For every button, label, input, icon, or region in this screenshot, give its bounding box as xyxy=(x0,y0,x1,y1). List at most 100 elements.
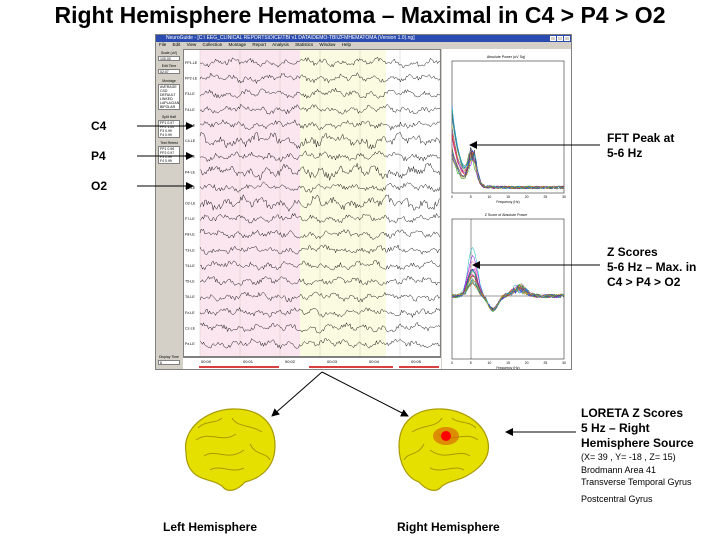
channel-name: FP1-LE xyxy=(185,61,198,65)
menu-analysis[interactable]: Analysis xyxy=(272,42,289,47)
arrow-to-right-brain xyxy=(321,371,409,417)
eeg-trace xyxy=(199,212,440,224)
menu-collection[interactable]: Collection xyxy=(202,42,223,47)
split-half-item: F4 0.99 xyxy=(160,133,172,137)
close-button[interactable] xyxy=(564,36,570,41)
channel-name: Cz-LE xyxy=(185,326,196,330)
eeg-trace xyxy=(199,275,440,286)
channel-label-o2: O2 xyxy=(91,179,108,193)
channel-name: T3-LE xyxy=(185,248,195,252)
time-tick: 00:03 xyxy=(327,359,338,364)
split-half-label: Split Half xyxy=(161,115,176,119)
eeg-trace-panel[interactable]: FP1-LE FP2-LE F3-LE F4-LE C3-LE C4-LE P3-LE P4-… xyxy=(183,49,441,357)
eeg-trace xyxy=(199,228,440,240)
eeg-trace xyxy=(199,181,440,193)
loreta-title-line: Hemisphere Source xyxy=(581,436,694,450)
left-hemisphere-caption: Left Hemisphere xyxy=(163,520,258,534)
freq-tick: 25 xyxy=(543,361,547,365)
menu-statistics[interactable]: Statistics xyxy=(295,42,314,47)
menu-montage[interactable]: Montage xyxy=(228,42,247,47)
minimize-button[interactable] xyxy=(550,36,556,41)
channel-name: C4-LE xyxy=(185,139,196,143)
menu-file[interactable]: File xyxy=(159,42,167,47)
channel-name: Fz-LE xyxy=(185,311,195,315)
montage-item[interactable]: AVERAGE xyxy=(160,85,177,89)
freq-tick: 15 xyxy=(506,195,510,199)
fft-line: FFT Peak at xyxy=(607,131,675,145)
freq-tick: 25 xyxy=(543,195,547,199)
split-half-item: FP2 1.00 xyxy=(160,125,175,129)
channel-label-c4: C4 xyxy=(91,119,107,133)
channel-name: F4-LE xyxy=(185,108,195,112)
split-half-list[interactable]: FP1 0.97 FP2 1.00 F3 0.99 F4 0.99 xyxy=(158,120,180,138)
test-retest-list[interactable]: FP1 0.96 FP2 0.97 F3 0.99 F4 0.99 xyxy=(158,146,180,164)
loreta-detail: (X= 39 , Y= -18 , Z= 15) xyxy=(581,452,676,462)
eeg-trace xyxy=(199,131,440,150)
test-retest-item: FP1 0.96 xyxy=(160,147,175,151)
maximize-button[interactable] xyxy=(557,36,563,41)
menu-window[interactable]: Window xyxy=(319,42,336,47)
channel-name: F8-LE xyxy=(185,233,195,237)
display-time-input[interactable]: 6 xyxy=(158,360,180,365)
menu-edit[interactable]: Edit xyxy=(172,42,181,47)
freq-tick: 30 xyxy=(562,195,566,199)
channel-name: F7-LE xyxy=(185,217,195,221)
eeg-traces[interactable]: FP1-LEFP2-LEF3-LEF4-LEC3-LEC4-LEP3-LEP4-… xyxy=(184,50,440,356)
freq-tick: 20 xyxy=(525,195,529,199)
time-tick: 00:05 xyxy=(411,359,422,364)
freq-tick: 10 xyxy=(487,195,491,199)
scale-input[interactable]: 100.00 xyxy=(158,56,180,61)
montage-item[interactable]: LAPLACIAN xyxy=(160,101,180,105)
channel-name: FP2-LE xyxy=(185,77,198,81)
control-panel: Scale (uV) 100.00 Edit Time 02:07 Montag… xyxy=(156,49,183,367)
power-spectrum-line xyxy=(451,125,565,190)
z-line: 5-6 Hz – Max. in xyxy=(607,260,697,274)
loreta-title-line: LORETA Z Scores xyxy=(581,406,684,420)
eeg-trace xyxy=(199,162,440,181)
channel-name: F3-LE xyxy=(185,92,195,96)
spectrum-title: Z Score of Absolute Power xyxy=(485,213,528,217)
display-time-label: Display Time xyxy=(158,355,180,359)
eeg-trace xyxy=(199,291,440,303)
freq-tick: 10 xyxy=(487,361,491,365)
channel-name: Pz-LE xyxy=(185,342,195,346)
window-titlebar[interactable]: NeuroGuide - [C:\ EEG_CLINICAL REPORTS\D… xyxy=(156,35,571,42)
eeg-trace xyxy=(199,260,440,271)
edit-time-input[interactable]: 02:07 xyxy=(158,69,180,74)
freq-tick: 5 xyxy=(470,195,472,199)
menu-report[interactable]: Report xyxy=(252,42,266,47)
eeg-trace xyxy=(199,119,440,131)
arrow-to-left-brain xyxy=(271,371,323,417)
eeg-trace xyxy=(199,244,440,255)
montage-list[interactable]: AVERAGE CSD DEFAULT LINKED LAPLACIAN BIP… xyxy=(158,84,180,110)
montage-item[interactable]: CSD xyxy=(160,89,168,93)
spectrum-panel: Absolute Power (uV Sq) 0 5 10 15 20 25 30 Freque… xyxy=(442,49,571,369)
split-half-item: FP1 0.97 xyxy=(160,121,175,125)
window-title: NeuroGuide - [C:\ EEG_CLINICAL REPORTS\D… xyxy=(166,35,415,41)
channel-label-p4: P4 xyxy=(91,149,106,163)
freq-tick: 20 xyxy=(525,361,529,365)
channel-name: T4-LE xyxy=(185,264,195,268)
montage-item[interactable]: LINKED xyxy=(160,97,173,101)
time-tick: 00:04 xyxy=(369,359,380,364)
menu-view[interactable]: View xyxy=(186,42,197,47)
z-score-line xyxy=(451,282,565,311)
eeg-trace xyxy=(199,338,440,350)
channel-name: T5-LE xyxy=(185,280,195,284)
loreta-detail: Brodmann Area 41 xyxy=(581,464,657,475)
eeg-trace xyxy=(199,87,440,99)
left-hemisphere-brain xyxy=(185,408,276,491)
eeg-trace xyxy=(199,150,440,163)
freq-tick: 0 xyxy=(451,361,453,365)
edit-time-label: Edit Time xyxy=(161,64,177,68)
menu-help[interactable]: Help xyxy=(341,42,351,47)
spectrum-xlabel: Frequency (Hz) xyxy=(496,200,519,204)
eeg-trace xyxy=(199,56,440,68)
montage-item[interactable]: DEFAULT xyxy=(160,93,176,97)
time-axis[interactable]: 00:00 00:01 00:02 00:03 00:04 00:05 xyxy=(183,357,441,369)
z-line: C4 > P4 > O2 xyxy=(607,275,681,289)
channel-name: T6-LE xyxy=(185,295,195,299)
montage-item[interactable]: BIPOLAR xyxy=(160,105,176,109)
z-score-line xyxy=(451,277,565,311)
